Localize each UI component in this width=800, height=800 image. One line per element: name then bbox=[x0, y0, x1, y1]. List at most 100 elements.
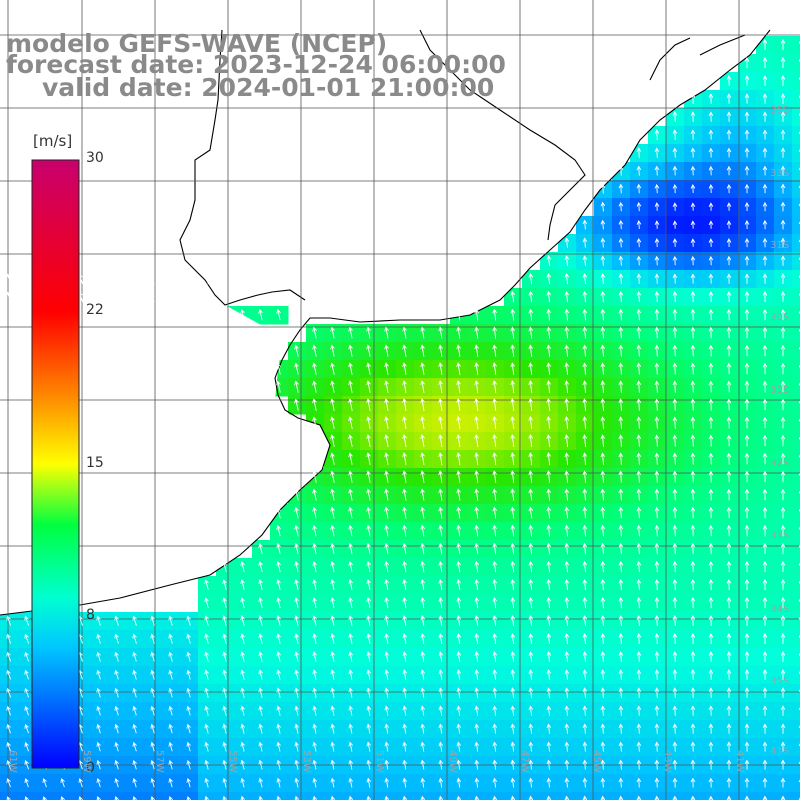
wind-arrow bbox=[780, 705, 786, 716]
wind-arrow bbox=[510, 596, 516, 609]
wind-arrow bbox=[672, 147, 678, 158]
wind-arrow bbox=[636, 398, 642, 411]
wind-arrow bbox=[384, 597, 389, 609]
wind-arrow bbox=[672, 651, 678, 662]
wind-arrow bbox=[402, 560, 407, 573]
wind-arrow bbox=[726, 147, 732, 158]
wind-arrow bbox=[672, 255, 678, 266]
wind-arrow bbox=[312, 416, 317, 429]
wind-arrow bbox=[366, 615, 371, 627]
wind-arrow bbox=[204, 579, 209, 591]
wind-arrow bbox=[204, 651, 209, 662]
wind-arrow bbox=[492, 560, 498, 573]
wind-arrow bbox=[438, 362, 443, 375]
wind-arrow bbox=[726, 524, 732, 537]
wind-arrow bbox=[726, 202, 732, 211]
wind-arrow bbox=[690, 416, 696, 429]
wind-arrow bbox=[24, 651, 30, 662]
wind-arrow bbox=[654, 578, 660, 591]
wind-arrow bbox=[690, 741, 696, 752]
wind-arrow bbox=[690, 524, 696, 537]
wind-arrow bbox=[456, 705, 462, 716]
wind-arrow bbox=[312, 398, 317, 411]
wind-arrow bbox=[636, 759, 642, 770]
wind-arrow bbox=[456, 777, 462, 788]
wind-arrow bbox=[582, 362, 588, 375]
wind-arrow bbox=[726, 560, 732, 573]
wind-arrow bbox=[762, 651, 768, 662]
wind-arrow bbox=[564, 795, 570, 800]
wind-arrow bbox=[150, 669, 155, 680]
wind-arrow bbox=[456, 326, 461, 339]
wind-arrow bbox=[636, 741, 642, 752]
wind-arrow bbox=[240, 615, 245, 627]
wind-arrow bbox=[654, 542, 660, 555]
wind-speed-cell bbox=[792, 234, 800, 253]
wind-arrow bbox=[150, 687, 155, 698]
wind-speed-cell bbox=[792, 162, 800, 181]
wind-arrow bbox=[546, 795, 552, 800]
wind-arrow bbox=[204, 687, 209, 698]
wind-arrow bbox=[618, 723, 624, 734]
wind-speed-cell bbox=[630, 792, 649, 800]
wind-speed-cell bbox=[720, 792, 739, 800]
wind-arrow bbox=[564, 416, 570, 429]
wind-arrow bbox=[528, 488, 533, 501]
wind-speed-cell bbox=[666, 792, 685, 800]
wind-arrow bbox=[330, 651, 335, 662]
wind-arrow bbox=[510, 705, 516, 716]
wind-arrow bbox=[708, 596, 714, 609]
wind-arrow bbox=[564, 615, 570, 627]
colorbar-tick: 0 bbox=[86, 760, 95, 776]
wind-arrow bbox=[510, 777, 516, 788]
wind-arrow bbox=[726, 273, 732, 284]
wind-arrow bbox=[636, 201, 642, 212]
wind-arrow bbox=[474, 434, 479, 448]
wind-arrow bbox=[708, 615, 714, 627]
wind-arrow bbox=[366, 506, 371, 519]
wind-arrow bbox=[312, 380, 317, 393]
wind-arrow bbox=[654, 615, 660, 627]
wind-speed-cell bbox=[360, 792, 379, 800]
wind-arrow bbox=[726, 111, 732, 122]
wind-arrow bbox=[294, 777, 299, 788]
wind-arrow bbox=[528, 596, 534, 609]
wind-arrow bbox=[294, 687, 299, 698]
wind-speed-cell bbox=[342, 792, 361, 800]
wind-arrow bbox=[294, 579, 299, 591]
wind-arrow bbox=[744, 255, 750, 266]
wind-arrow bbox=[654, 434, 660, 447]
land-area bbox=[0, 30, 330, 615]
wind-speed-cell bbox=[792, 612, 800, 631]
wind-arrow bbox=[726, 795, 732, 800]
wind-arrow bbox=[762, 75, 768, 86]
wind-arrow bbox=[456, 380, 461, 394]
wind-arrow bbox=[420, 506, 425, 519]
wind-arrow bbox=[240, 723, 245, 734]
wind-arrow bbox=[600, 290, 606, 303]
wind-arrow bbox=[780, 57, 786, 68]
wind-arrow bbox=[294, 633, 299, 644]
wind-arrow bbox=[330, 326, 335, 339]
wind-arrow bbox=[348, 705, 353, 716]
latitude-label: 30S bbox=[770, 312, 790, 323]
wind-arrow bbox=[492, 669, 498, 680]
wind-arrow bbox=[456, 415, 461, 430]
wind-arrow bbox=[690, 452, 696, 465]
wind-arrow bbox=[690, 344, 696, 357]
wind-arrow bbox=[546, 615, 552, 627]
wind-speed-cell bbox=[702, 792, 721, 800]
wind-arrow bbox=[402, 344, 407, 357]
wind-arrow bbox=[600, 524, 606, 537]
wind-arrow bbox=[654, 273, 660, 284]
wind-arrow bbox=[600, 326, 606, 339]
wind-arrow bbox=[744, 273, 750, 284]
wind-arrow bbox=[492, 434, 497, 448]
wind-arrow bbox=[672, 380, 678, 393]
wind-arrow bbox=[744, 687, 750, 698]
wind-arrow bbox=[744, 220, 750, 230]
wind-arrow bbox=[528, 380, 533, 393]
wind-arrow bbox=[618, 326, 624, 339]
wind-arrow bbox=[744, 362, 750, 375]
wind-arrow bbox=[474, 488, 479, 501]
